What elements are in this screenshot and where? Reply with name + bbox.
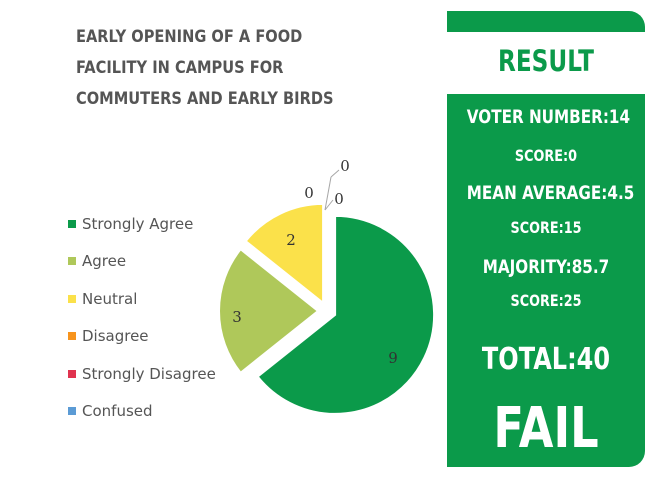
data-label: 3 <box>232 308 242 326</box>
result-heading: RESULT <box>497 44 595 78</box>
majority: MAJORITY:85.7 <box>482 256 610 278</box>
legend-label: Neutral <box>82 289 138 308</box>
data-label: 0 <box>304 184 314 202</box>
legend-swatch <box>68 369 76 378</box>
legend-item: Neutral <box>68 280 216 318</box>
pie-slice <box>244 202 325 305</box>
mean-average: MEAN AVERAGE:4.5 <box>466 182 635 204</box>
legend-label: Disagree <box>82 327 149 346</box>
voter-number: VOTER NUMBER:14 <box>466 106 631 128</box>
legend-label: Agree <box>82 252 127 271</box>
verdict: FAIL <box>493 396 599 461</box>
legend-swatch <box>68 407 76 416</box>
chart-title: EARLY OPENING OF A FOOD FACILITY IN CAMP… <box>76 27 334 109</box>
leader-line <box>324 199 334 211</box>
pie-slice <box>256 214 436 415</box>
pie-slice <box>218 247 320 375</box>
legend-swatch <box>68 257 76 266</box>
legend-item: Confused <box>68 393 216 431</box>
legend-swatch <box>68 294 76 303</box>
score-voter: SCORE:0 <box>514 146 578 165</box>
legend-item: Strongly Agree <box>68 205 216 243</box>
chart-legend: Strongly Agree Agree Neutral Disagree Strong… <box>68 205 216 430</box>
legend-label: Strongly Agree <box>82 214 194 233</box>
legend-item: Agree <box>68 243 216 281</box>
data-label: 2 <box>286 231 296 249</box>
leader-line <box>324 176 332 211</box>
leader-line <box>330 169 340 178</box>
legend-swatch <box>68 332 76 341</box>
result-panel-top-bar <box>447 11 645 32</box>
legend-item: Disagree <box>68 318 216 356</box>
legend-label: Strongly Disagree <box>82 364 216 383</box>
score-majority: SCORE:25 <box>510 291 582 310</box>
data-label: 0 <box>334 190 344 208</box>
result-panel: VOTER NUMBER:14 SCORE:0 MEAN AVERAGE:4.5… <box>447 94 645 467</box>
legend-swatch <box>68 219 76 228</box>
total-score: TOTAL:40 <box>481 342 611 377</box>
legend-item: Strongly Disagree <box>68 355 216 393</box>
data-label: 9 <box>388 349 398 367</box>
score-mean: SCORE:15 <box>510 218 582 237</box>
data-label: 0 <box>340 157 350 175</box>
legend-label: Confused <box>82 402 153 421</box>
